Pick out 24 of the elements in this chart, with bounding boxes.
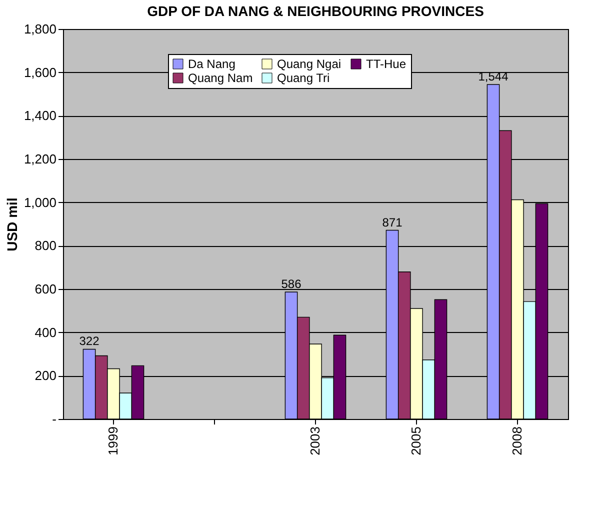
legend-label: Quang Tri [277, 71, 330, 85]
x-tick-label: 2003 [308, 426, 322, 456]
chart-title: GDP OF DA NANG & NEIGHBOURING PROVINCES [147, 3, 484, 19]
data-label: 322 [79, 334, 100, 348]
legend-label: Quang Ngai [277, 57, 342, 71]
y-tick-label: 1,200 [24, 152, 56, 166]
legend-label: Da Nang [188, 57, 236, 71]
y-tick-label: 600 [34, 282, 56, 296]
x-tick-label: 2005 [408, 426, 424, 456]
y-tick-label: 800 [34, 238, 56, 254]
y-tick-label: 1,600 [24, 64, 56, 80]
y-tick-label: 400 [34, 324, 56, 340]
legend-label: Quang Nam [188, 71, 253, 85]
legend-label: TT-Hue [366, 57, 406, 71]
x-tick-label: 2008 [510, 426, 524, 456]
x-tick-label: 1999 [106, 426, 120, 456]
data-label: 871 [382, 215, 403, 230]
data-label: 586 [281, 277, 302, 292]
y-tick-label: 1,400 [24, 108, 56, 124]
y-tick-label: - [52, 412, 56, 426]
y-tick-label: 1,000 [24, 194, 56, 210]
y-tick-label: 200 [34, 368, 56, 384]
y-axis-title: USD mil [4, 198, 20, 252]
y-tick-label: 1,800 [24, 22, 56, 36]
